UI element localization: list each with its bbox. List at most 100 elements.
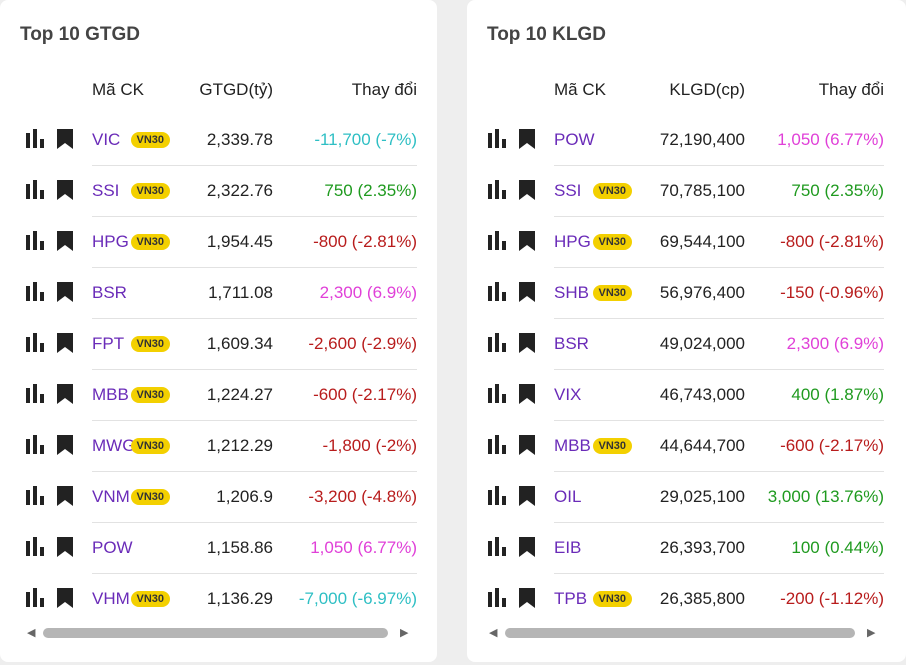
bookmark-icon[interactable] (56, 434, 74, 461)
header-change: Thay đổi (351, 80, 417, 99)
bookmark-icon[interactable] (518, 485, 536, 512)
chart-icon[interactable] (25, 180, 45, 205)
ticker[interactable]: HPG (554, 232, 591, 251)
bookmark-icon[interactable] (56, 587, 74, 614)
bookmark-icon[interactable] (56, 536, 74, 563)
panel: Top 10 KLGD Mã CK KLGD(cp) Thay đổi POW 72,19… (467, 0, 906, 662)
value: 1,224.27 (206, 385, 273, 404)
chart-icon[interactable] (25, 486, 45, 511)
row-divider (92, 165, 417, 166)
row-divider (92, 420, 417, 421)
vn30-badge: VN30 (130, 132, 171, 148)
ticker[interactable]: OIL (554, 487, 582, 506)
ticker[interactable]: POW (554, 130, 595, 149)
ticker[interactable]: EIB (554, 538, 582, 557)
scrollbar-thumb[interactable] (43, 628, 388, 638)
chart-icon[interactable] (25, 129, 45, 154)
ticker[interactable]: SHB (554, 283, 589, 302)
ticker[interactable]: BSR (92, 283, 127, 302)
scroll-right[interactable]: ▶ (400, 627, 409, 639)
vn30-badge: VN30 (592, 438, 633, 454)
chart-icon[interactable] (25, 333, 45, 358)
bookmark-icon[interactable] (518, 179, 536, 206)
scroll-left[interactable]: ◀ (27, 627, 36, 639)
chart-icon[interactable] (25, 384, 45, 409)
row-divider (92, 522, 417, 523)
bookmark-icon[interactable] (518, 281, 536, 308)
vn30-badge: VN30 (130, 438, 171, 454)
bookmark-icon[interactable] (56, 485, 74, 512)
chart-icon[interactable] (487, 129, 507, 154)
ticker[interactable]: SSI (92, 181, 120, 200)
vn30-badge: VN30 (592, 285, 633, 301)
scrollbar-thumb[interactable] (505, 628, 855, 638)
ticker[interactable]: BSR (554, 334, 589, 353)
bookmark-icon[interactable] (518, 434, 536, 461)
chart-icon[interactable] (25, 231, 45, 256)
value: 2,339.78 (206, 130, 273, 149)
row-divider (92, 471, 417, 472)
change: -800 (-2.81%) (780, 232, 884, 251)
chart-icon[interactable] (25, 435, 45, 460)
chart-icon[interactable] (487, 588, 507, 613)
change: 2,300 (6.9%) (319, 283, 417, 302)
row-divider (92, 573, 417, 574)
ticker[interactable]: MBB (92, 385, 129, 404)
change: -2,600 (-2.9%) (308, 334, 417, 353)
bookmark-icon[interactable] (56, 128, 74, 155)
value: 56,976,400 (659, 283, 745, 302)
chart-icon[interactable] (487, 282, 507, 307)
chart-icon[interactable] (487, 435, 507, 460)
row-divider (92, 369, 417, 370)
bookmark-icon[interactable] (56, 383, 74, 410)
chart-icon[interactable] (487, 486, 507, 511)
ticker[interactable]: VNM (92, 487, 130, 506)
bookmark-icon[interactable] (518, 128, 536, 155)
value: 1,206.9 (216, 487, 273, 506)
chart-icon[interactable] (487, 384, 507, 409)
value: 72,190,400 (659, 130, 745, 149)
ticker[interactable]: HPG (92, 232, 129, 251)
scroll-right[interactable]: ▶ (867, 627, 876, 639)
row-divider (554, 318, 884, 319)
chart-icon[interactable] (487, 333, 507, 358)
change: -3,200 (-4.8%) (308, 487, 417, 506)
chart-icon[interactable] (487, 231, 507, 256)
header-value: GTGD(tỷ) (199, 80, 273, 99)
bookmark-icon[interactable] (518, 587, 536, 614)
ticker[interactable]: FPT (92, 334, 125, 353)
ticker[interactable]: SSI (554, 181, 582, 200)
chart-icon[interactable] (25, 282, 45, 307)
panel-title: Top 10 KLGD (487, 24, 606, 45)
ticker[interactable]: VHM (92, 589, 130, 608)
chart-icon[interactable] (487, 180, 507, 205)
bookmark-icon[interactable] (56, 230, 74, 257)
scroll-left[interactable]: ◀ (489, 627, 498, 639)
change: 750 (2.35%) (791, 181, 884, 200)
chart-icon[interactable] (25, 537, 45, 562)
bookmark-icon[interactable] (518, 230, 536, 257)
bookmark-icon[interactable] (518, 536, 536, 563)
bookmark-icon[interactable] (518, 383, 536, 410)
bookmark-icon[interactable] (56, 281, 74, 308)
ticker[interactable]: VIC (92, 130, 121, 149)
value: 1,954.45 (206, 232, 273, 251)
header-ticker: Mã CK (92, 80, 144, 99)
value: 46,743,000 (659, 385, 745, 404)
value: 70,785,100 (659, 181, 745, 200)
row-divider (554, 165, 884, 166)
ticker[interactable]: POW (92, 538, 133, 557)
ticker[interactable]: VIX (554, 385, 582, 404)
chart-icon[interactable] (487, 537, 507, 562)
chart-icon[interactable] (25, 588, 45, 613)
ticker[interactable]: MWG (92, 436, 136, 455)
change: -600 (-2.17%) (313, 385, 417, 404)
bookmark-icon[interactable] (56, 332, 74, 359)
value: 1,158.86 (206, 538, 273, 557)
ticker[interactable]: MBB (554, 436, 591, 455)
ticker[interactable]: TPB (554, 589, 588, 608)
bookmark-icon[interactable] (56, 179, 74, 206)
bookmark-icon[interactable] (518, 332, 536, 359)
value: 44,644,700 (659, 436, 745, 455)
